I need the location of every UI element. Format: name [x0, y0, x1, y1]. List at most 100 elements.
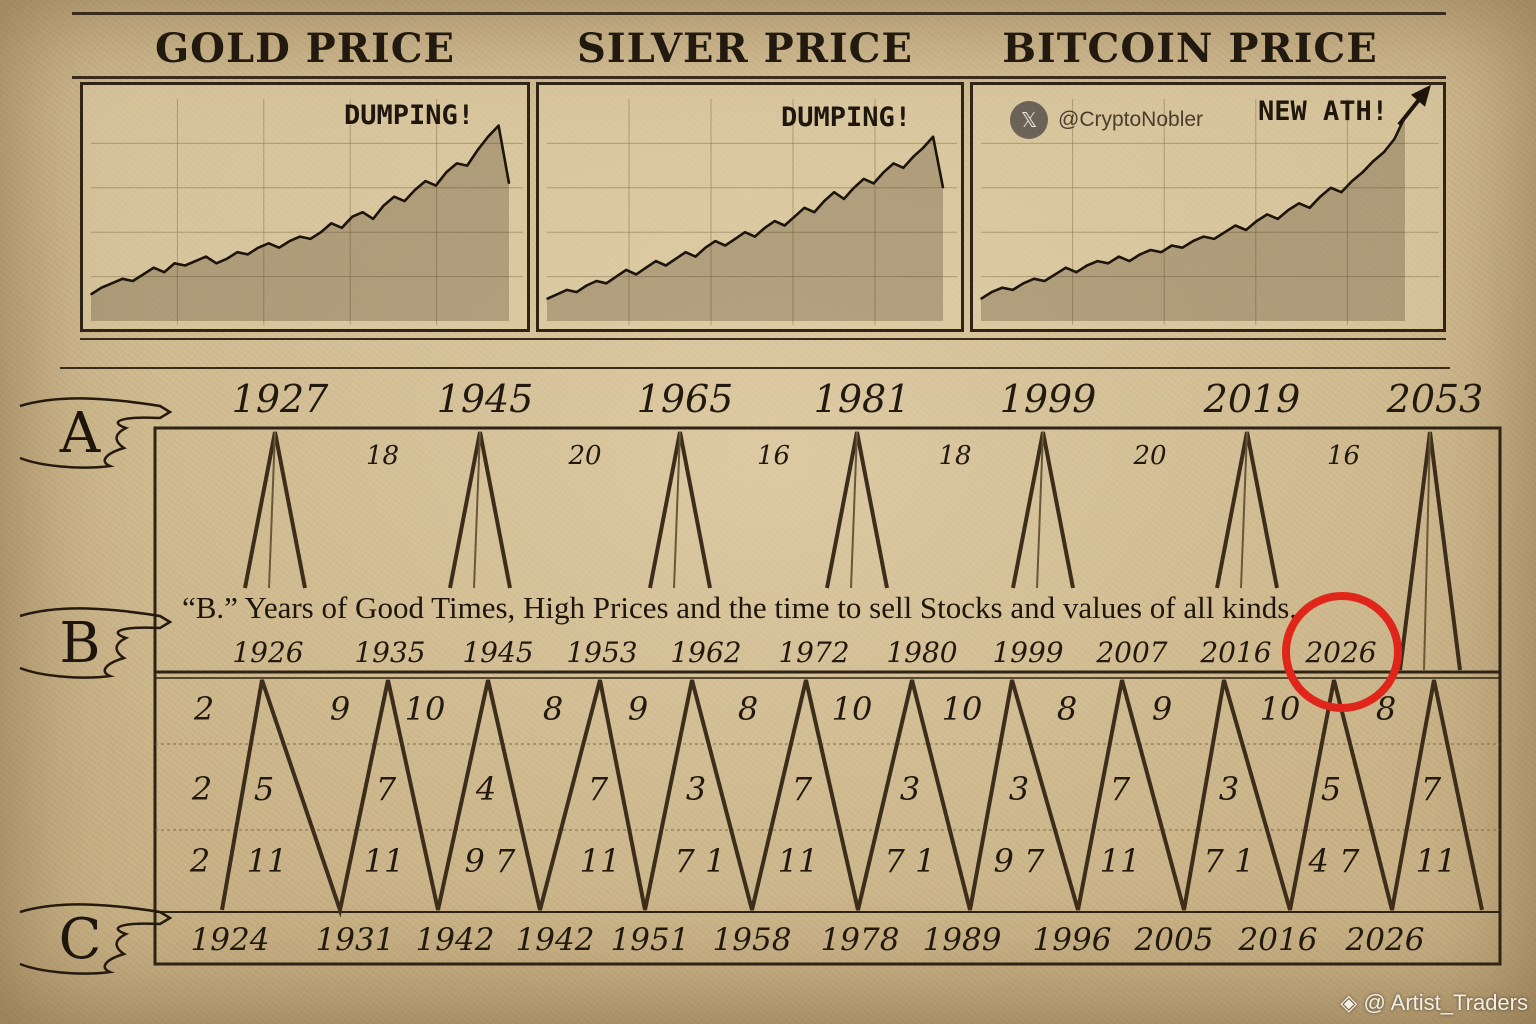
price-point	[1319, 195, 1321, 198]
grid-row2-value: 7	[588, 770, 609, 808]
price-area	[547, 136, 943, 321]
row-b-year: 1999	[992, 636, 1063, 669]
price-point	[615, 275, 618, 278]
pointing-hand-icon	[19, 903, 173, 975]
row-b-year: 1945	[462, 636, 533, 669]
gold-chart-svg	[90, 99, 523, 325]
title-rule	[72, 76, 1446, 79]
price-point	[843, 198, 845, 200]
grid-row1-value: 9	[628, 690, 648, 728]
price-point	[665, 264, 667, 267]
price-point	[1266, 213, 1268, 216]
price-point	[132, 280, 134, 282]
price-point	[445, 171, 448, 174]
price-point	[1202, 235, 1205, 238]
price-point	[1308, 206, 1311, 209]
row-b-year: 1953	[566, 636, 637, 669]
price-point	[163, 271, 165, 273]
price-point	[1096, 260, 1099, 262]
row-letter-c: C	[59, 907, 102, 972]
row-b-year: 1980	[886, 636, 957, 669]
price-point	[1075, 271, 1078, 273]
price-point	[694, 255, 697, 258]
price-point	[1287, 209, 1290, 211]
pointing-hand-icon	[19, 397, 173, 469]
row-a-peak-inner	[1423, 431, 1431, 671]
row-c-year: 1996	[1033, 922, 1112, 958]
grid-row3-value: 4 7	[1308, 842, 1361, 880]
grid-row3-value: 11	[1416, 842, 1457, 880]
price-point	[508, 182, 510, 185]
row-letter-b: B	[59, 611, 100, 676]
price-point	[556, 293, 558, 296]
price-point	[142, 273, 145, 276]
hand-outline	[19, 903, 173, 975]
price-point	[1192, 240, 1194, 242]
grid-row3-value: 11	[1100, 842, 1141, 880]
twitter-handle[interactable]: 𝕏 @CryptoNobler	[1010, 100, 1203, 140]
price-point	[1181, 246, 1184, 249]
row-a-interval: 20	[567, 441, 601, 471]
grid-row2-value: 7	[792, 770, 813, 808]
price-point	[1224, 231, 1226, 233]
price-point	[605, 282, 608, 285]
grid-row1-value: 8	[1376, 690, 1396, 728]
price-area	[981, 116, 1405, 321]
grid-row1-value: 9	[330, 690, 350, 728]
price-point	[645, 266, 647, 269]
price-point	[288, 240, 291, 242]
bitcoin-callout: NEW ATH!	[1258, 96, 1389, 127]
row-a-year: 1981	[814, 377, 911, 421]
row-c-year: 1989	[923, 922, 1002, 958]
row-a-peak-inner	[850, 431, 858, 589]
price-point	[566, 289, 568, 291]
price-point	[152, 266, 155, 269]
row-b-year: 1926	[232, 636, 303, 669]
price-point	[320, 231, 322, 233]
price-point	[724, 244, 726, 247]
grid-row1-value: 10	[1260, 690, 1301, 728]
grid-row3-value: 11	[364, 842, 405, 880]
price-point	[575, 291, 578, 293]
row-c-year: 1931	[316, 922, 395, 958]
price-point	[1118, 255, 1120, 258]
charts-bottom-rule	[80, 338, 1446, 340]
grid-row3-value: 11	[580, 842, 621, 880]
price-point	[1001, 286, 1003, 289]
row-b-caption: “B.” Years of Good Times, High Prices an…	[182, 590, 1297, 625]
price-point	[734, 238, 736, 240]
price-point	[1022, 282, 1025, 285]
price-point	[684, 251, 687, 253]
price-point	[1298, 202, 1300, 205]
price-point	[1139, 253, 1141, 256]
row-a-peak-inner	[268, 431, 276, 589]
price-point	[783, 224, 786, 227]
price-point	[1383, 151, 1385, 154]
price-point	[1128, 260, 1131, 262]
row-a-year: 2053	[1386, 377, 1484, 421]
price-point	[1012, 289, 1014, 291]
bitcoin-chart-svg	[980, 85, 1439, 325]
price-point	[487, 135, 489, 138]
price-point	[990, 291, 993, 293]
grid-row1-value: 8	[738, 690, 758, 728]
grid-row3-value: 11	[778, 842, 819, 880]
row-c-year: 1942	[516, 922, 595, 958]
price-point	[476, 149, 479, 151]
price-point	[267, 242, 270, 245]
price-point	[330, 222, 333, 225]
row-a-peak-inner	[1036, 431, 1044, 589]
price-area	[91, 125, 509, 321]
x-logo-icon: 𝕏	[1010, 101, 1048, 139]
row-a-peak-inner	[673, 431, 681, 589]
price-point	[902, 167, 905, 169]
row-c-year: 2026	[1345, 922, 1425, 958]
price-point	[111, 282, 113, 285]
grid-row1-value: 2	[193, 690, 214, 728]
grid-row3-value: 11	[247, 842, 288, 880]
price-point	[424, 180, 427, 182]
price-point	[246, 253, 249, 256]
grid-row1-value: 8	[543, 690, 563, 728]
silver-chart-svg	[546, 99, 957, 325]
